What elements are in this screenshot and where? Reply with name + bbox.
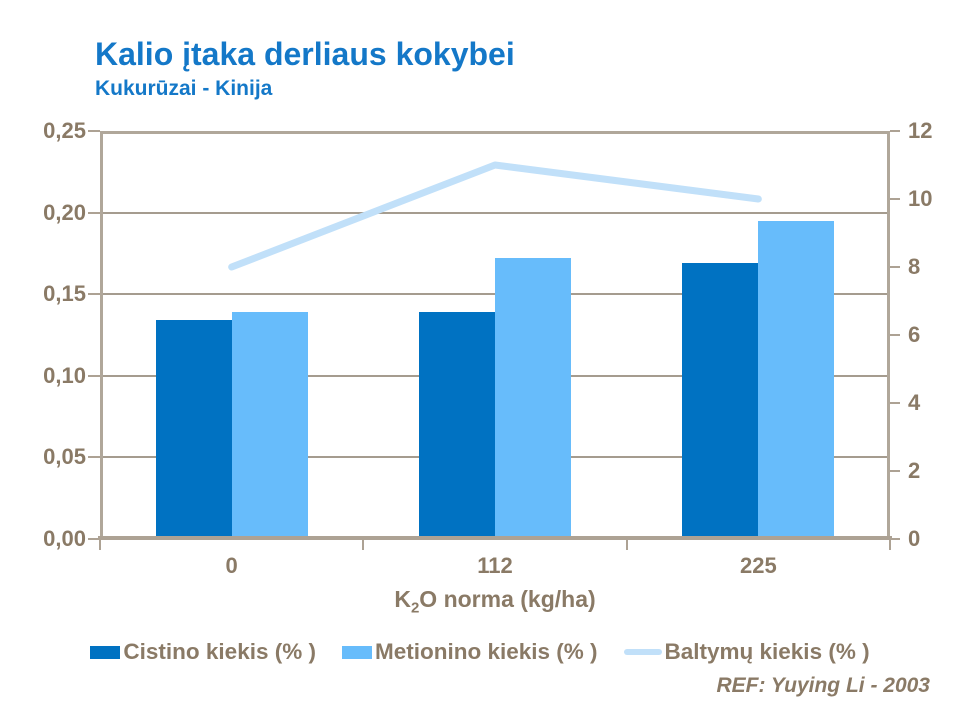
left-axis-tick [88,130,100,132]
legend-item: Cistino kiekis (% ) [90,639,316,665]
gridline [100,211,890,214]
right-axis-tick [890,402,900,404]
right-axis-tick-label: 6 [908,322,921,347]
baltymu-kiekis-line [228,161,762,271]
bar-metionino-0 [231,312,308,539]
right-axis-tick-label: 8 [908,254,921,279]
left-axis-tick-label: 0,15 [43,281,86,307]
x-axis-category-label: 112 [477,553,513,578]
right-axis-tick-label: 0 [908,526,921,551]
right-axis-tick-label: 10 [908,186,933,211]
left-axis-tick-label: 0,10 [43,362,86,388]
legend-swatch-icon [341,645,372,659]
x-axis-tick [99,539,101,550]
plot-area: 0,00 0,05 0,10 0,15 0,20 0,25 0 2 4 6 8 10 12 0 112 225 [43,118,932,578]
legend-item: Baltymų kiekis (% ) [623,639,870,665]
legend-label: Cistino kiekis (% ) [123,639,316,664]
left-axis-tick [88,456,100,459]
x-axis-category-label: 0 [225,553,238,578]
right-axis-tick [890,334,900,336]
legend: Cistino kiekis (% ) Metionino kiekis (% )… [0,639,960,665]
right-axis-tick-label: 4 [908,390,921,415]
legend-item: Metionino kiekis (% ) [341,639,598,665]
x-axis-title-subscript: 2 [410,599,420,617]
legend-label: Baltymų kiekis (% ) [664,639,870,664]
bar-cistino-0 [155,320,232,539]
plot-frame-top [100,131,890,134]
left-axis-tick-label: 0,00 [43,526,86,551]
left-axis-tick [88,374,100,377]
x-axis-tick [362,539,365,550]
right-axis-tick-label: 2 [908,458,921,483]
bar-metionino-2 [758,220,835,539]
legend-swatch-icon [90,645,121,659]
reference-text: REF: Yuying Li - 2003 [716,674,930,697]
bar-cistino-1 [419,312,495,539]
x-axis-tick [625,539,628,550]
x-axis-title-rest: O norma (kg/ha) [419,586,596,612]
right-axis-tick [890,198,900,200]
right-axis-tick [890,266,900,268]
x-axis-title: K2O norma (kg/ha) [100,586,890,617]
right-axis-tick [890,130,900,132]
legend-line-marker-icon [623,649,662,655]
legend-label: Metionino kiekis (% ) [374,639,598,664]
page-title: Kalio įtaka derliaus kokybei [95,36,515,72]
y-axis-right-line [887,131,890,539]
right-axis-tick-label: 12 [908,118,933,143]
bar-metionino-1 [495,258,571,539]
line-segment [228,161,762,271]
left-axis-tick-label: 0,20 [43,199,86,225]
x-axis-line [98,536,892,540]
page-subtitle: Kukurūzai - Kinija [95,77,273,100]
left-axis-tick-label: 0,25 [43,118,86,143]
left-axis-tick-label: 0,05 [43,444,86,470]
x-axis-tick [889,539,891,550]
x-axis-category-label: 225 [739,553,777,578]
x-axis-title-base: K [394,586,411,612]
y-axis-left-line [100,131,103,539]
right-axis-tick [890,538,900,540]
bar-cistino-2 [682,263,759,539]
left-axis-tick [88,211,100,214]
right-axis-tick [890,470,900,472]
left-axis-tick [88,293,100,296]
left-axis-tick [88,538,100,540]
